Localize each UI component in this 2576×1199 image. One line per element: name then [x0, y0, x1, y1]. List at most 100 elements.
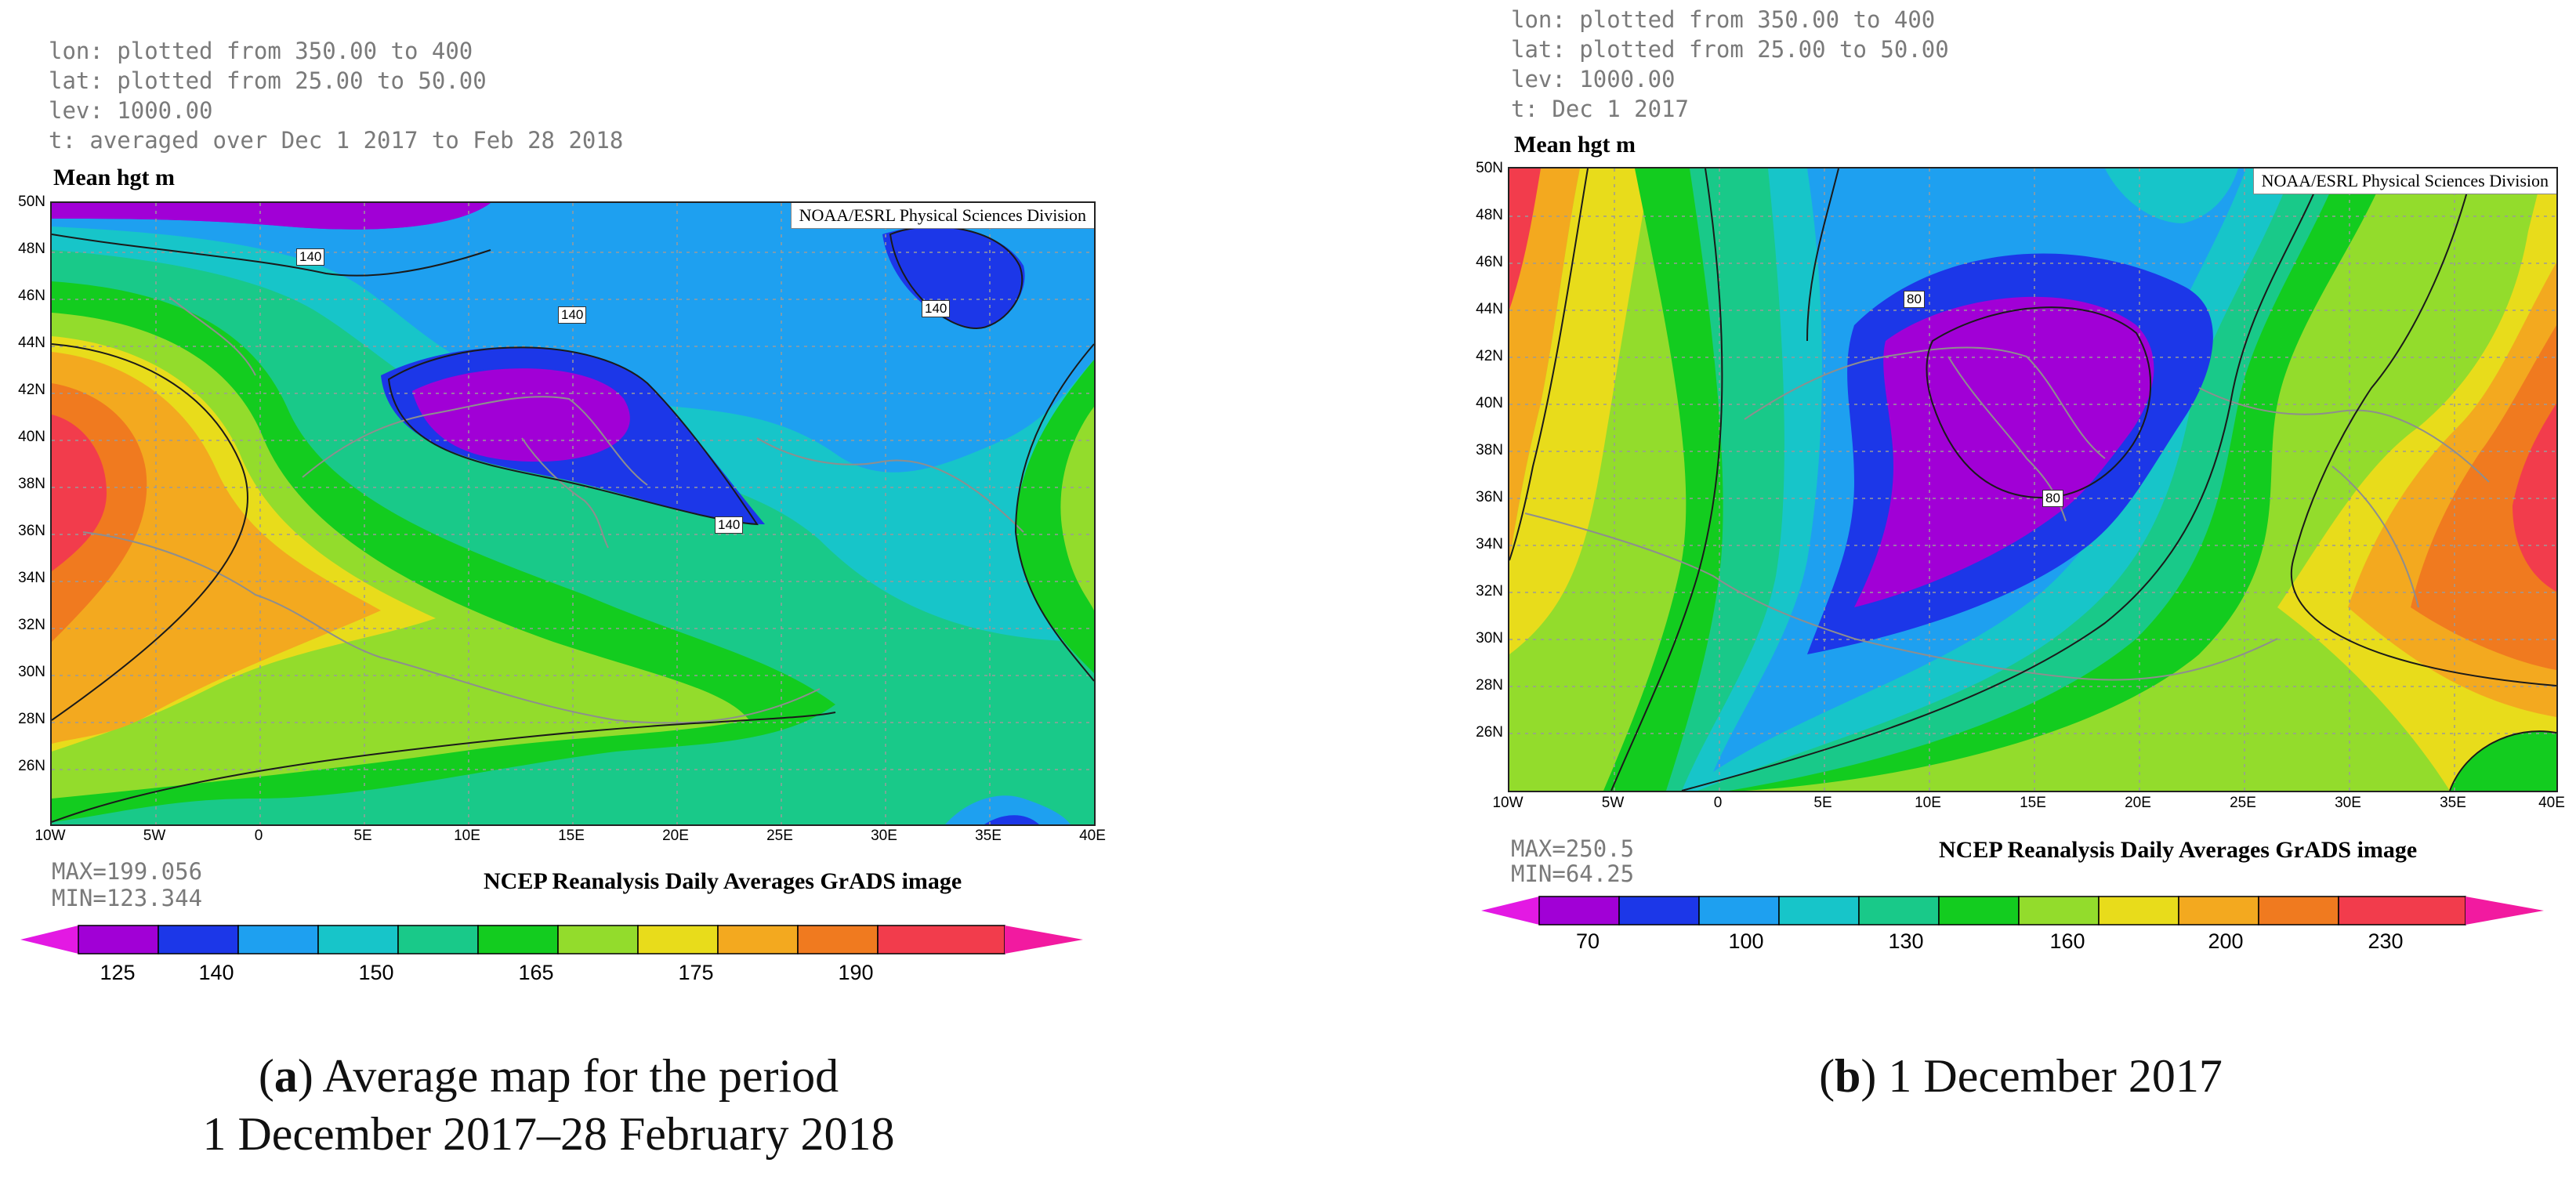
colorbar	[1481, 896, 2544, 926]
max-value: MAX=250.5	[1511, 835, 1635, 862]
credit-label: NOAA/ESRL Physical Sciences Division	[790, 203, 1094, 229]
colorbar-segment	[78, 925, 159, 954]
lat-label: 50N	[1476, 160, 1503, 176]
colorbar-segment	[2098, 896, 2179, 926]
lon-label: 15E	[2020, 795, 2046, 811]
lon-label: 10W	[34, 828, 66, 844]
lat-label: 46N	[18, 288, 45, 304]
colorbar-segment	[2178, 896, 2259, 926]
lon-label: 15E	[558, 828, 585, 844]
colorbar-tick: 230	[2368, 929, 2404, 953]
lat-label: 32N	[1476, 583, 1503, 600]
panel-a: lon: plotted from 350.00 to 400 lat: plo…	[0, 0, 1106, 1199]
contour-label: 140	[558, 306, 587, 324]
colorbar-tick: 165	[518, 961, 554, 984]
lat-label: 50N	[18, 194, 45, 210]
lat-label: 36N	[18, 523, 45, 539]
lat-label: 48N	[1476, 207, 1503, 223]
figure-caption-line2: 1 December 2017–28 February 2018	[202, 1108, 895, 1160]
colorbar-tick: 175	[678, 961, 714, 984]
lat-label: 38N	[1476, 442, 1503, 458]
colorbar-segment	[1938, 896, 2020, 926]
figure-caption-label: a	[274, 1050, 298, 1102]
lon-label: 5W	[143, 828, 166, 844]
lat-label: 34N	[18, 570, 45, 586]
figure-caption-b: (b) 1 December 2017	[1466, 1047, 2576, 1105]
contour-label: 80	[1904, 291, 1925, 308]
lon-label: 35E	[975, 828, 1002, 844]
colorbar-segment	[158, 925, 239, 954]
colorbar-segment	[1858, 896, 1940, 926]
contour-label: 80	[2042, 490, 2063, 507]
colorbar-segment	[637, 925, 719, 954]
lat-label: 38N	[18, 476, 45, 492]
lon-label: 30E	[2335, 795, 2361, 811]
colorbar-tick: 100	[1728, 929, 1764, 953]
map-plot: NOAA/ESRL Physical Sciences Division 140…	[50, 201, 1096, 826]
lat-label: 46N	[1476, 254, 1503, 270]
colorbar-tick: 190	[838, 961, 874, 984]
min-value: MIN=64.25	[1511, 860, 1635, 887]
lat-label: 30N	[18, 664, 45, 680]
colorbar	[20, 925, 1083, 954]
lat-label: 34N	[1476, 536, 1503, 552]
map-fill	[1509, 168, 2556, 791]
meta-lev: lev: 1000.00	[1511, 66, 1676, 92]
lat-label: 42N	[1476, 348, 1503, 364]
figure-caption-a: (a) Average map for the period 1 Decembe…	[0, 1047, 1097, 1163]
lat-label: 28N	[1476, 677, 1503, 694]
figure-caption-line1: (b) 1 December 2017	[1819, 1050, 2223, 1102]
colorbar-tick: 130	[1888, 929, 1924, 953]
colorbar-lower-arrow	[20, 926, 78, 954]
image-caption: NCEP Reanalysis Daily Averages GrADS ima…	[1939, 837, 2418, 863]
lat-label: 26N	[1476, 724, 1503, 741]
meta-lat: lat: plotted from 25.00 to 50.00	[49, 67, 487, 94]
lon-label: 40E	[2538, 795, 2565, 811]
colorbar-segment	[397, 925, 479, 954]
lon-label: 5E	[353, 828, 372, 844]
lat-label: 44N	[1476, 301, 1503, 317]
colorbar-segment	[477, 925, 559, 954]
lon-label: 35E	[2440, 795, 2466, 811]
lon-label: 10W	[1492, 795, 1523, 811]
map-plot: NOAA/ESRL Physical Sciences Division 80 …	[1508, 167, 2558, 792]
contour-label: 140	[922, 300, 951, 317]
colorbar-segment	[1618, 896, 1700, 926]
colorbar-segment	[877, 925, 1005, 954]
colorbar-segment	[797, 925, 879, 954]
meta-lat: lat: plotted from 25.00 to 50.00	[1511, 36, 1949, 63]
max-value: MAX=199.056	[52, 858, 203, 885]
figure-caption-text: Average map for the period	[322, 1050, 839, 1102]
lon-label: 20E	[2125, 795, 2151, 811]
lat-label: 44N	[18, 335, 45, 351]
lon-label: 20E	[662, 828, 689, 844]
meta-lon: lon: plotted from 350.00 to 400	[1511, 6, 1936, 33]
map-title: Mean hgt m	[1514, 132, 1636, 158]
meta-time: t: Dec 1 2017	[1511, 96, 1689, 122]
figure-caption-text: 1 December 2017	[1888, 1050, 2223, 1102]
lon-label: 10E	[1915, 795, 1941, 811]
figure-caption-line1: (a) Average map for the period	[258, 1050, 839, 1102]
map-title: Mean hgt m	[53, 165, 175, 190]
colorbar-tick: 70	[1575, 929, 1600, 953]
colorbar-segment	[237, 925, 319, 954]
colorbar-segment	[2338, 896, 2466, 926]
lat-label: 40N	[1476, 395, 1503, 411]
figure-caption-label: b	[1835, 1050, 1861, 1102]
colorbar-tick: 200	[2208, 929, 2244, 953]
lon-label: 30E	[871, 828, 897, 844]
lat-label: 26N	[18, 758, 45, 774]
image-caption: NCEP Reanalysis Daily Averages GrADS ima…	[484, 868, 962, 894]
meta-time: t: averaged over Dec 1 2017 to Feb 28 20…	[49, 127, 624, 154]
lon-label: 0	[254, 828, 263, 844]
credit-label: NOAA/ESRL Physical Sciences Division	[2252, 168, 2556, 194]
colorbar-segment	[1778, 896, 1860, 926]
lat-label: 32N	[18, 617, 45, 633]
lon-label: 10E	[454, 828, 480, 844]
meta-lon: lon: plotted from 350.00 to 400	[49, 38, 473, 64]
panel-b: lon: plotted from 350.00 to 400 lat: plo…	[1466, 0, 2576, 1199]
colorbar-segment	[1538, 896, 1620, 926]
lat-label: 40N	[18, 429, 45, 445]
map-fill	[52, 203, 1094, 824]
colorbar-upper-arrow	[1005, 926, 1083, 954]
